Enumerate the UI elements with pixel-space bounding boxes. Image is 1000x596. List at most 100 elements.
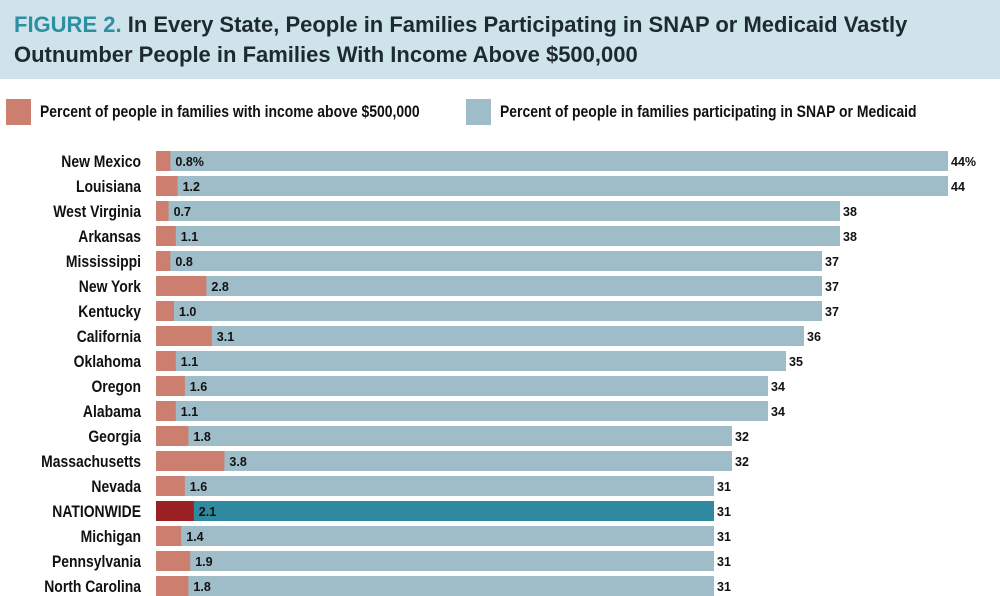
income-value-label: 1.1 [181, 405, 198, 419]
income-bar [156, 151, 171, 171]
income-bar [156, 576, 189, 596]
snap-bar [156, 426, 732, 446]
snap-value-label: 44 [951, 180, 965, 194]
income-value-label: 3.1 [217, 330, 234, 344]
snap-value-label: 31 [717, 555, 731, 569]
state-label: Louisiana [76, 178, 141, 197]
state-label: Kentucky [78, 303, 141, 322]
state-label: Nevada [91, 478, 141, 497]
state-label: West Virginia [53, 203, 141, 222]
snap-bar [156, 201, 840, 221]
state-label: Michigan [81, 528, 141, 547]
snap-value-label: 31 [717, 480, 731, 494]
legend-snap-label: Percent of people in families participat… [500, 102, 917, 121]
state-label: Mississippi [66, 253, 141, 272]
income-bar [156, 501, 194, 521]
legend-income: Percent of people in families with incom… [6, 99, 503, 125]
income-bar [156, 376, 185, 396]
state-label: Alabama [83, 403, 141, 422]
income-value-label: 1.0 [179, 305, 196, 319]
snap-value-label: 38 [843, 230, 857, 244]
state-label: New York [79, 278, 142, 297]
income-value-label: 1.6 [190, 480, 207, 494]
snap-value-label: 31 [717, 530, 731, 544]
legend-snap-swatch [466, 99, 491, 125]
snap-value-label: 36 [807, 330, 821, 344]
snap-bar [156, 251, 822, 271]
state-label: Oregon [91, 378, 141, 397]
income-bar [156, 351, 176, 371]
bar-chart: New Mexico 0.8% 44% Louisiana 1.2 44 West Virg… [41, 151, 976, 596]
income-value-label: 1.1 [181, 355, 198, 369]
snap-bar [156, 176, 948, 196]
snap-value-label: 31 [717, 505, 731, 519]
state-label: North Carolina [44, 578, 141, 596]
income-value-label: 0.8% [175, 155, 204, 169]
snap-value-label: 38 [843, 205, 857, 219]
figure-label: FIGURE 2. [14, 12, 122, 37]
state-label: NATIONWIDE [52, 503, 141, 522]
income-value-label: 1.8 [193, 430, 210, 444]
income-value-label: 1.6 [190, 380, 207, 394]
title-band [0, 0, 1000, 79]
income-value-label: 1.4 [186, 530, 203, 544]
snap-bar [156, 526, 714, 546]
legend-income-swatch [6, 99, 31, 125]
chart-title: FIGURE 2. In Every State, People in Fami… [14, 10, 989, 70]
income-value-label: 1.9 [195, 555, 212, 569]
snap-value-label: 37 [825, 305, 839, 319]
snap-bar [156, 401, 768, 421]
snap-bar [156, 301, 822, 321]
state-label: Oklahoma [74, 353, 142, 372]
snap-value-label: 37 [825, 280, 839, 294]
title-text: In Every State, People in Families Parti… [14, 12, 908, 67]
snap-bar [156, 326, 804, 346]
income-bar [156, 276, 207, 296]
state-label: Georgia [88, 428, 141, 447]
income-bar [156, 526, 182, 546]
snap-bar [156, 451, 732, 471]
snap-bar [156, 551, 714, 571]
legend-snap: Percent of people in families participat… [466, 99, 1000, 125]
income-bar [156, 476, 185, 496]
income-value-label: 2.8 [211, 280, 228, 294]
income-bar [156, 201, 169, 221]
snap-bar [156, 501, 714, 521]
state-label: Arkansas [78, 228, 141, 247]
state-label: California [77, 328, 142, 347]
income-bar [156, 551, 191, 571]
income-value-label: 0.8 [175, 255, 192, 269]
snap-value-label: 37 [825, 255, 839, 269]
income-value-label: 1.2 [183, 180, 200, 194]
snap-bar [156, 576, 714, 596]
income-value-label: 0.7 [174, 205, 191, 219]
income-bar [156, 251, 171, 271]
income-value-label: 1.8 [193, 580, 210, 594]
snap-bar [156, 376, 768, 396]
snap-bar [156, 226, 840, 246]
income-bar [156, 326, 212, 346]
income-bar [156, 451, 225, 471]
snap-bar [156, 351, 786, 371]
income-bar [156, 401, 176, 421]
snap-value-label: 34 [771, 380, 785, 394]
snap-value-label: 44% [951, 155, 976, 169]
state-label: New Mexico [61, 153, 141, 172]
state-label: Massachusetts [41, 453, 141, 472]
snap-value-label: 34 [771, 405, 785, 419]
income-value-label: 2.1 [199, 505, 216, 519]
income-bar [156, 176, 178, 196]
snap-value-label: 31 [717, 580, 731, 594]
snap-value-label: 32 [735, 430, 749, 444]
income-value-label: 1.1 [181, 230, 198, 244]
state-label: Pennsylvania [52, 553, 141, 572]
legend-income-label: Percent of people in families with incom… [40, 102, 420, 121]
snap-value-label: 35 [789, 355, 803, 369]
snap-bar [156, 476, 714, 496]
snap-bar [156, 276, 822, 296]
income-bar [156, 426, 189, 446]
snap-bar [156, 151, 948, 171]
income-bar [156, 226, 176, 246]
income-bar [156, 301, 174, 321]
snap-value-label: 32 [735, 455, 749, 469]
